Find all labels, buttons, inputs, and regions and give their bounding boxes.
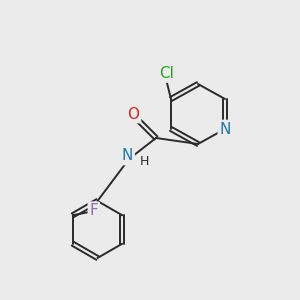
Text: O: O	[128, 106, 140, 122]
Text: F: F	[89, 203, 98, 218]
Text: N: N	[219, 122, 231, 136]
Text: N: N	[122, 148, 133, 164]
Text: H: H	[139, 155, 149, 169]
Text: Cl: Cl	[159, 66, 174, 81]
